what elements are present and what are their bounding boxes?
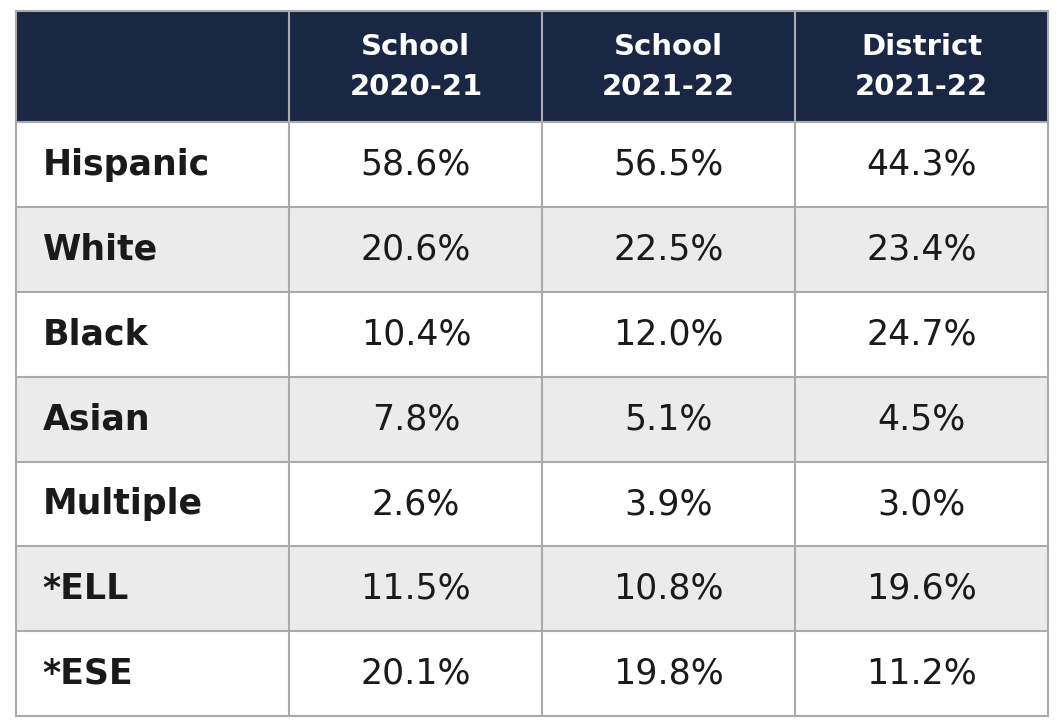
- Text: 3.9%: 3.9%: [625, 487, 713, 521]
- Text: 2020-21: 2020-21: [349, 73, 482, 100]
- FancyBboxPatch shape: [289, 462, 543, 547]
- Text: School: School: [614, 33, 724, 60]
- Text: 58.6%: 58.6%: [361, 148, 471, 182]
- FancyBboxPatch shape: [16, 292, 289, 377]
- FancyBboxPatch shape: [289, 207, 543, 292]
- Text: Multiple: Multiple: [43, 487, 202, 521]
- FancyBboxPatch shape: [795, 207, 1048, 292]
- Text: 3.0%: 3.0%: [878, 487, 966, 521]
- FancyBboxPatch shape: [16, 462, 289, 547]
- FancyBboxPatch shape: [16, 11, 289, 122]
- Text: 12.0%: 12.0%: [614, 318, 724, 351]
- FancyBboxPatch shape: [795, 11, 1048, 122]
- FancyBboxPatch shape: [16, 122, 289, 207]
- FancyBboxPatch shape: [16, 207, 289, 292]
- Text: *ELL: *ELL: [43, 572, 129, 606]
- FancyBboxPatch shape: [16, 377, 289, 462]
- Text: 10.4%: 10.4%: [361, 318, 471, 351]
- Text: 7.8%: 7.8%: [371, 402, 460, 436]
- Text: District: District: [861, 33, 982, 60]
- Text: 23.4%: 23.4%: [866, 233, 977, 267]
- Text: 56.5%: 56.5%: [614, 148, 724, 182]
- FancyBboxPatch shape: [289, 292, 543, 377]
- Text: 20.1%: 20.1%: [361, 656, 471, 691]
- Text: 2.6%: 2.6%: [371, 487, 460, 521]
- Text: 11.5%: 11.5%: [361, 572, 471, 606]
- Text: *ESE: *ESE: [43, 656, 133, 691]
- FancyBboxPatch shape: [16, 547, 289, 631]
- Text: 22.5%: 22.5%: [614, 233, 724, 267]
- FancyBboxPatch shape: [289, 11, 543, 122]
- FancyBboxPatch shape: [289, 631, 543, 716]
- FancyBboxPatch shape: [289, 547, 543, 631]
- Text: 5.1%: 5.1%: [625, 402, 713, 436]
- Text: 44.3%: 44.3%: [866, 148, 977, 182]
- Text: 10.8%: 10.8%: [614, 572, 724, 606]
- FancyBboxPatch shape: [289, 377, 543, 462]
- Text: 19.6%: 19.6%: [866, 572, 977, 606]
- Text: 2021-22: 2021-22: [855, 73, 988, 100]
- Text: 24.7%: 24.7%: [866, 318, 977, 351]
- FancyBboxPatch shape: [543, 377, 795, 462]
- Text: White: White: [43, 233, 157, 267]
- FancyBboxPatch shape: [795, 547, 1048, 631]
- Text: Asian: Asian: [43, 402, 150, 436]
- FancyBboxPatch shape: [543, 292, 795, 377]
- Text: Hispanic: Hispanic: [43, 148, 210, 182]
- FancyBboxPatch shape: [543, 547, 795, 631]
- FancyBboxPatch shape: [795, 462, 1048, 547]
- FancyBboxPatch shape: [795, 122, 1048, 207]
- Text: 4.5%: 4.5%: [878, 402, 966, 436]
- Text: 19.8%: 19.8%: [613, 656, 725, 691]
- Text: 2021-22: 2021-22: [602, 73, 735, 100]
- FancyBboxPatch shape: [795, 377, 1048, 462]
- FancyBboxPatch shape: [543, 122, 795, 207]
- Text: 20.6%: 20.6%: [361, 233, 471, 267]
- FancyBboxPatch shape: [16, 631, 289, 716]
- FancyBboxPatch shape: [543, 11, 795, 122]
- FancyBboxPatch shape: [795, 631, 1048, 716]
- Text: Black: Black: [43, 318, 148, 351]
- Text: School: School: [362, 33, 470, 60]
- FancyBboxPatch shape: [289, 122, 543, 207]
- FancyBboxPatch shape: [543, 462, 795, 547]
- FancyBboxPatch shape: [543, 631, 795, 716]
- FancyBboxPatch shape: [543, 207, 795, 292]
- FancyBboxPatch shape: [795, 292, 1048, 377]
- Text: 11.2%: 11.2%: [866, 656, 977, 691]
